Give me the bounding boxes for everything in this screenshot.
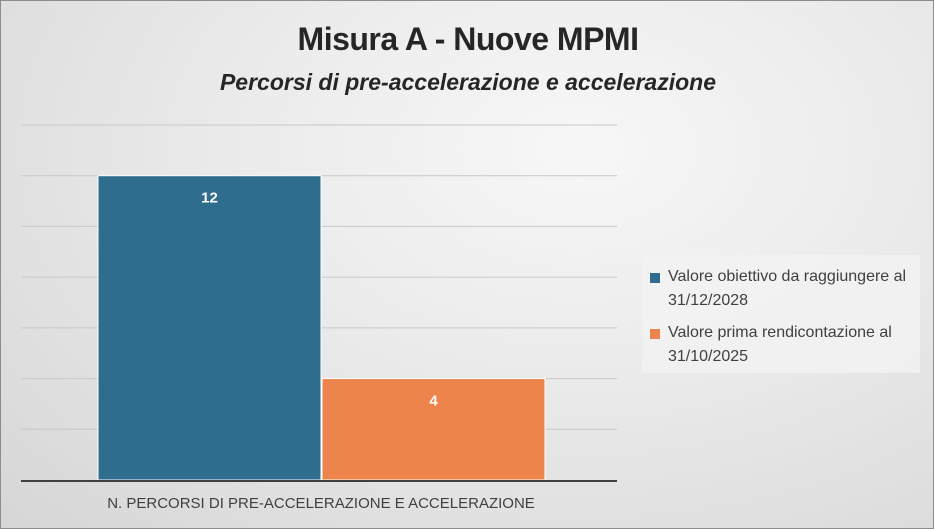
legend-swatch-target — [650, 273, 660, 283]
legend-item-target: Valore obiettivo da raggiungere al 31/12… — [650, 265, 912, 313]
legend-label-first-report: Valore prima rendicontazione al 31/10/20… — [668, 324, 892, 365]
data-label-0: 12 — [201, 190, 218, 207]
legend-label-target: Valore obiettivo da raggiungere al 31/12… — [668, 268, 907, 309]
chart-subtitle: Percorsi di pre-accelerazione e accelera… — [219, 69, 717, 95]
x-category-label: N. PERCORSI DI PRE-ACCELERAZIONE E ACCEL… — [107, 495, 535, 512]
legend-item-first-report: Valore prima rendicontazione al 31/10/20… — [650, 321, 912, 369]
data-label-1: 4 — [429, 393, 438, 410]
bar-1 — [321, 378, 546, 481]
chart-title: Misura A - Nuove MPMI — [297, 21, 639, 57]
bar-0 — [97, 175, 322, 481]
legend: Valore obiettivo da raggiungere al 31/12… — [642, 255, 920, 373]
legend-swatch-first-report — [650, 329, 660, 339]
